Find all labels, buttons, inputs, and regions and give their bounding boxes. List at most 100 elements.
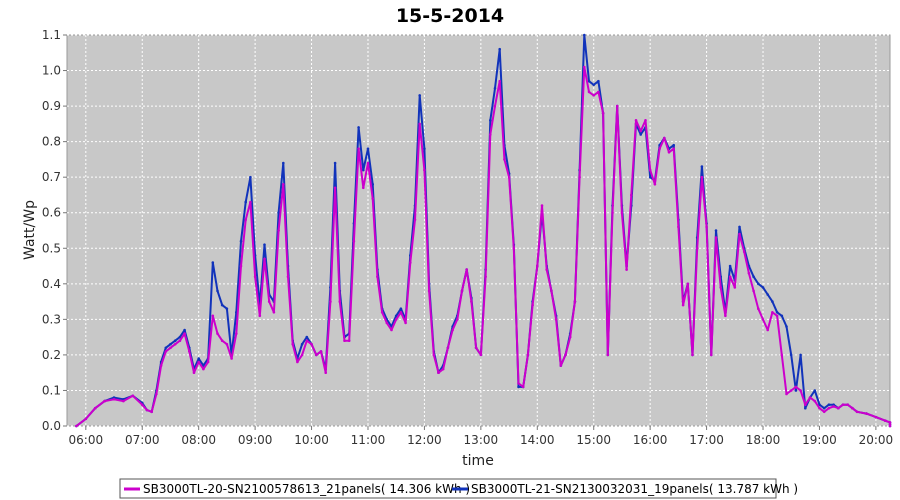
series-1-point <box>333 186 337 190</box>
series-1-point <box>315 353 318 357</box>
series-1-point <box>780 353 784 357</box>
legend: SB3000TL-20-SN2100578613_21panels( 14.30… <box>119 478 798 499</box>
series-1-point <box>460 289 464 293</box>
series-1-point <box>827 406 831 410</box>
series-1-point <box>742 250 746 254</box>
x-tick-label: 10:00 <box>294 433 329 447</box>
series-1-point <box>568 335 572 339</box>
series-1-point <box>258 314 262 318</box>
series-1-point <box>140 403 144 407</box>
series-2-point <box>700 165 704 168</box>
series-1-point <box>188 350 191 353</box>
series-1-point <box>855 410 859 414</box>
series-2-point <box>728 264 732 268</box>
series-2-point <box>183 328 186 332</box>
series-1-point <box>239 264 243 268</box>
series-1-point <box>681 303 685 307</box>
series-1-point <box>747 271 751 275</box>
series-1-point <box>366 161 370 165</box>
series-1-point <box>272 311 276 314</box>
series-1-point <box>493 104 497 108</box>
series-1-point <box>418 122 422 126</box>
series-1-point <box>230 357 233 360</box>
series-1-point <box>249 200 252 204</box>
series-2-point <box>752 275 755 279</box>
y-tick-label: 0.1 <box>42 383 61 397</box>
series-1-point <box>263 257 266 261</box>
series-1-point <box>597 90 600 94</box>
series-2-point <box>517 385 520 389</box>
y-tick-label: 0.6 <box>42 206 61 220</box>
series-2-point <box>780 314 784 318</box>
series-2-point <box>785 325 788 328</box>
series-1-point <box>757 307 760 311</box>
series-2-point <box>366 147 370 150</box>
series-2-point <box>178 335 182 339</box>
series-1-point <box>658 147 661 150</box>
series-1-point <box>282 183 285 186</box>
series-1-point <box>394 318 398 321</box>
series-1-point <box>145 408 149 412</box>
series-2-point <box>794 389 798 392</box>
series-2-point <box>216 289 219 293</box>
series-1-point <box>432 353 436 357</box>
series-1-point <box>173 342 177 346</box>
series-1-point <box>634 119 638 122</box>
series-line-1 <box>75 66 891 427</box>
series-line-2 <box>75 34 891 427</box>
series-1-point <box>164 350 168 353</box>
series-2-point <box>804 406 807 410</box>
series-1-point <box>663 136 666 140</box>
y-tick-label: 0.0 <box>42 419 61 433</box>
series-1-point <box>888 422 892 426</box>
series-1-point <box>155 392 158 396</box>
series-2-point <box>672 143 675 147</box>
series-2-point <box>357 126 360 129</box>
series-1-point <box>531 303 534 307</box>
series-1-point <box>343 339 346 343</box>
series-1-point <box>874 415 878 419</box>
series-1-point <box>714 236 718 239</box>
legend-box <box>119 478 777 499</box>
series-2-point <box>818 403 821 407</box>
series-2-point <box>597 79 600 83</box>
series-1-point <box>888 421 892 424</box>
series-2-point <box>757 282 760 286</box>
series-1-point <box>183 332 186 335</box>
series-1-point <box>738 232 741 236</box>
y-tick-label: 1.1 <box>42 28 61 42</box>
series-1-point <box>625 268 628 271</box>
series-1-point <box>761 318 765 321</box>
grid-lines <box>67 34 890 427</box>
series-1-point <box>554 318 558 321</box>
series-2-point <box>639 133 642 136</box>
x-tick-label: 07:00 <box>125 433 160 447</box>
series-2-point <box>592 83 595 87</box>
x-tick-label: 16:00 <box>633 433 668 447</box>
series-2-point <box>827 403 831 407</box>
series-2-point <box>202 364 205 367</box>
series-1-point <box>84 417 88 421</box>
series-2-point <box>277 211 280 214</box>
series-1-point <box>310 342 313 346</box>
series-1-point <box>775 314 779 318</box>
series-1-point <box>851 406 854 410</box>
series-2-point <box>394 314 398 318</box>
series-1-point <box>592 94 595 97</box>
series-1-point <box>888 424 892 428</box>
series-2-point <box>173 339 177 343</box>
series-1-point <box>122 399 125 403</box>
series-1-point <box>498 79 502 83</box>
series-1-point <box>822 410 826 414</box>
series-1-point <box>470 300 473 303</box>
series-1-point <box>131 394 135 398</box>
series-2-point <box>822 406 826 410</box>
series-1-point <box>352 239 356 243</box>
series-1-point <box>267 300 271 303</box>
series-1-point <box>286 275 290 279</box>
series-2-point <box>761 286 765 289</box>
series-1-point <box>601 111 605 115</box>
series-1-point <box>169 346 172 350</box>
series-1-point <box>93 406 97 410</box>
series-1-point <box>253 275 257 279</box>
